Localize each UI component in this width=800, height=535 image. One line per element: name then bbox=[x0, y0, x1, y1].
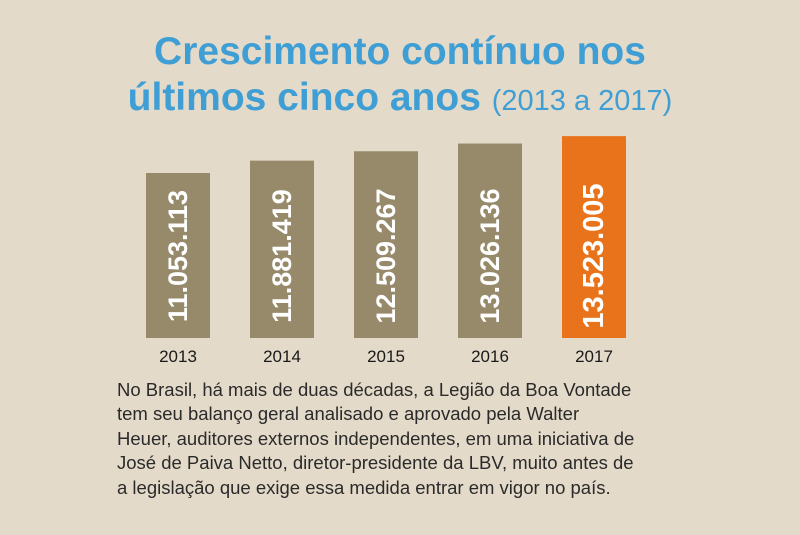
paragraph-line: No Brasil, há mais de duas décadas, a Le… bbox=[117, 379, 632, 400]
chart-subtitle: (2013 a 2017) bbox=[491, 85, 673, 117]
x-tick-label: 2015 bbox=[367, 347, 405, 366]
bar-chart: 11.053.113 2013 11.881.419 2014 12.509.267 20… bbox=[146, 136, 626, 366]
paragraph-line: tem seu balanço geral analisado e aprova… bbox=[117, 403, 580, 425]
x-tick-label: 2013 bbox=[159, 347, 197, 366]
bar-2014 bbox=[250, 160, 314, 338]
bar-value-label: 13.523.005 bbox=[578, 183, 610, 328]
paragraph-line: José de Paiva Netto, diretor-presidente … bbox=[117, 452, 634, 474]
paragraph-line: a legislação que exige essa medida entra… bbox=[117, 476, 611, 498]
bar-2015 bbox=[354, 151, 418, 338]
chart-title-line-1: Crescimento contínuo nos bbox=[154, 30, 646, 73]
x-tick-label: 2014 bbox=[263, 347, 301, 366]
bar-value-label: 11.053.113 bbox=[163, 190, 193, 322]
paragraph-line: Heuer, auditores externos independentes,… bbox=[117, 427, 635, 449]
chart-title-main: últimos cinco anos bbox=[127, 76, 481, 119]
bar-value-label: 12.509.267 bbox=[371, 188, 401, 323]
bar-2013 bbox=[146, 173, 210, 338]
bar-value-label: 11.881.419 bbox=[267, 189, 297, 323]
bar-2017 bbox=[562, 136, 626, 338]
x-tick-label: 2017 bbox=[575, 347, 613, 366]
description-paragraph: No Brasil, há mais de duas décadas, a Le… bbox=[117, 378, 737, 500]
x-tick-label: 2016 bbox=[471, 347, 509, 366]
chart-title-line-2: últimos cinco anos (2013 a 2017) bbox=[0, 78, 800, 117]
bar-2016 bbox=[458, 143, 522, 338]
bar-value-label: 13.026.136 bbox=[475, 188, 505, 323]
